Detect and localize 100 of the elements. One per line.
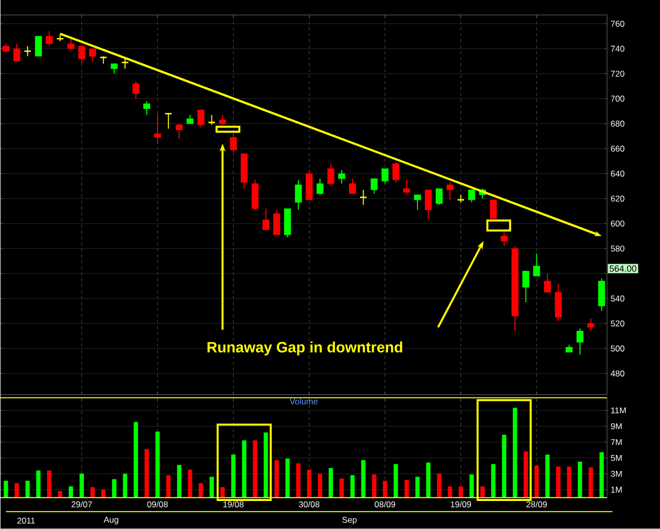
bar [296, 464, 301, 498]
y-tick-label: 740 [610, 46, 624, 52]
y-tick-label: 500 [610, 346, 624, 352]
y-tick-label: 9M [610, 423, 622, 430]
candlestick [110, 63, 118, 74]
bar [47, 470, 52, 498]
candlestick [327, 163, 334, 187]
bar [566, 466, 572, 498]
bar [264, 432, 268, 498]
bar [188, 470, 192, 498]
y-tick-label: 760 [610, 20, 624, 27]
bar [274, 460, 279, 498]
bar [588, 467, 593, 498]
bar [448, 486, 452, 498]
bar [340, 478, 344, 498]
candlestick [154, 113, 161, 144]
y-tick-label: 580 [610, 246, 624, 252]
candlestick [78, 46, 86, 64]
bar [80, 474, 84, 498]
candlestick [273, 210, 280, 236]
x-tick-label: 19/09 [450, 501, 472, 508]
bar [491, 464, 496, 498]
bar [404, 480, 409, 498]
y-tick-label: 720 [610, 70, 624, 77]
y-tick-label: 680 [610, 120, 624, 127]
x-tick-label: 09/08 [147, 501, 168, 508]
candlestick [576, 328, 584, 356]
x-tick-label: 08/09 [374, 501, 396, 508]
candlestick [230, 133, 237, 154]
bar [307, 470, 312, 498]
bar [134, 422, 138, 498]
candlestick [500, 232, 508, 247]
bar [382, 480, 388, 498]
candlestick [316, 178, 324, 196]
y-tick-label: 11M [611, 408, 626, 414]
text: 2011 [17, 518, 35, 524]
candlestick [89, 48, 96, 62]
y-tick-label: 700 [610, 96, 624, 102]
x-tick-label: 28/09 [526, 501, 547, 508]
x-tick-label: 19/08 [223, 501, 244, 508]
candlestick [164, 113, 172, 130]
candlestick [414, 194, 421, 211]
candlestick [338, 170, 346, 184]
candlestick [143, 100, 150, 116]
bar [578, 462, 582, 498]
bar [470, 474, 474, 498]
bar [58, 491, 62, 498]
x-tick-label: 29/07 [72, 501, 92, 508]
bar [426, 462, 430, 498]
bar [122, 474, 128, 498]
candlestick [533, 253, 540, 277]
bar [155, 432, 160, 498]
candlestick [349, 178, 356, 194]
bar [101, 490, 106, 498]
candlestick [587, 318, 594, 332]
bar [36, 470, 41, 498]
candlestick [132, 80, 140, 100]
bar [480, 486, 485, 498]
bar [512, 408, 518, 498]
candlestick [370, 178, 378, 194]
annotation: Runaway Gap in downtrend [208, 342, 402, 356]
bar [4, 480, 8, 498]
candlestick [46, 30, 53, 47]
bar [112, 479, 116, 498]
candlestick [294, 180, 302, 211]
bar [318, 474, 322, 498]
bar [231, 454, 236, 498]
y-tick-label: 600 [610, 220, 624, 227]
bar [361, 460, 366, 498]
bar [534, 466, 539, 498]
x-tick-label: 30/08 [298, 501, 320, 508]
candlestick [382, 168, 388, 184]
candlestick [490, 200, 497, 220]
candlestick [544, 273, 551, 293]
bar [458, 486, 463, 498]
candlestick [67, 38, 74, 50]
text: Aug [104, 517, 118, 525]
bar [220, 487, 225, 498]
y-tick-label: 5M [610, 455, 622, 462]
bar [166, 475, 171, 498]
candlestick [403, 180, 410, 196]
bar [285, 458, 290, 498]
chart-title: Volume [290, 398, 318, 405]
bar [502, 434, 506, 498]
y-tick-label: 660 [610, 146, 624, 152]
candlestick [13, 43, 20, 62]
candlestick [436, 188, 443, 206]
y-tick-label: 1M [611, 486, 622, 493]
y-tick-label: 480 [610, 370, 624, 377]
candlestick [24, 46, 32, 57]
candlestick [522, 270, 530, 303]
bar [545, 454, 550, 498]
candlestick [446, 182, 454, 201]
bar [394, 464, 398, 498]
candlestick [121, 58, 130, 70]
bar [350, 475, 355, 498]
candlestick [208, 114, 216, 126]
bar [242, 440, 246, 498]
y-tick-label: 620 [610, 196, 624, 202]
bar [210, 477, 214, 498]
